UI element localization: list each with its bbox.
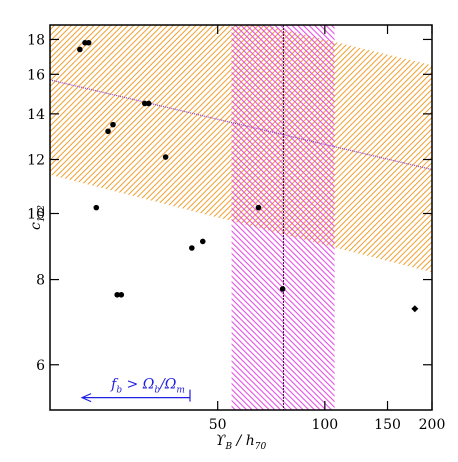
- subscript: m: [176, 386, 185, 396]
- diamond-point: [411, 305, 419, 313]
- label-part: / h: [232, 433, 255, 449]
- label-part: f: [110, 377, 119, 393]
- label-part: > Ω: [122, 377, 155, 393]
- data-point: [199, 238, 206, 245]
- arrow-head: [80, 393, 92, 403]
- y-tick-label: 18: [27, 32, 45, 48]
- data-point: [105, 128, 111, 135]
- data-point: [118, 291, 125, 298]
- subscript: B: [224, 442, 232, 452]
- subscript: b: [154, 386, 160, 396]
- data-point: [279, 286, 286, 292]
- subscript: 70: [255, 442, 267, 452]
- data-point: [85, 39, 92, 46]
- subscript: b: [116, 386, 122, 396]
- x-axis-label: ϒB / h70: [216, 433, 267, 452]
- frame: [49, 24, 433, 411]
- label-part: c: [28, 222, 44, 230]
- y-tick-label: 14: [27, 107, 45, 123]
- x-tick-label: 200: [419, 417, 446, 433]
- y-tick-label: 10: [27, 207, 45, 223]
- y-tick-label: 6: [36, 358, 45, 374]
- label-part: ϒ: [216, 433, 226, 449]
- data-point: [93, 204, 100, 211]
- label-part: /Ω: [158, 377, 177, 393]
- annotation-text: fb > Ωb/Ωm: [110, 377, 185, 396]
- y-tick-label: 12: [27, 153, 45, 169]
- data-point: [255, 204, 262, 211]
- y-tick-label: 8: [36, 273, 45, 289]
- x-tick-label: 50: [209, 417, 227, 433]
- data-point: [77, 46, 83, 53]
- y-tick-label: 16: [27, 67, 45, 83]
- data-point: [162, 154, 169, 160]
- subscript: 102: [37, 205, 47, 222]
- data-point: [114, 291, 120, 298]
- plot-area: [50, 25, 432, 410]
- x-tick-label: 100: [311, 417, 338, 433]
- data-point: [141, 100, 148, 107]
- y-axis-label: c102: [28, 205, 47, 230]
- fit-line: [50, 79, 432, 171]
- data-point: [189, 245, 195, 251]
- x-tick-label: 150: [374, 417, 401, 433]
- data-point: [145, 100, 152, 107]
- data-point: [110, 121, 116, 128]
